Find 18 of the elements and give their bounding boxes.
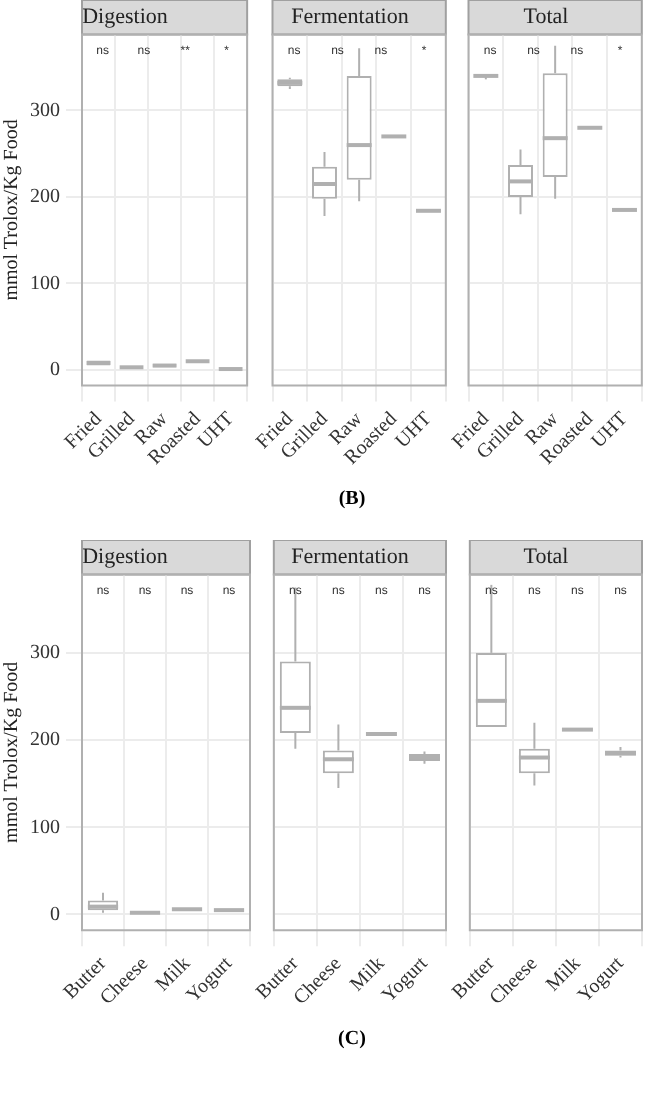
text: (C)	[338, 1028, 366, 1050]
chart-title: Digestion	[82, 544, 169, 569]
y-tick-label: 300	[30, 642, 60, 665]
chart-title: Total	[523, 544, 569, 569]
y-axis-title: mmol Trolox/Kg Food	[1, 661, 24, 843]
y-tick-label: 200	[30, 186, 60, 209]
y-tick-label: 0	[50, 359, 60, 382]
y-axis-title: mmol Trolox/Kg Food	[1, 119, 24, 301]
chart-title: Digestion	[82, 4, 169, 29]
y-tick-label: 200	[30, 729, 60, 752]
chart-title: Fermentation	[291, 4, 410, 29]
chart-title: Fermentation	[291, 544, 410, 569]
y-tick-label: 100	[30, 272, 60, 295]
y-tick-label: 0	[50, 903, 60, 926]
y-tick-label: 100	[30, 816, 60, 839]
y-tick-label: 300	[30, 99, 60, 122]
chart-title: Total	[523, 4, 569, 29]
text: (B)	[338, 488, 366, 510]
